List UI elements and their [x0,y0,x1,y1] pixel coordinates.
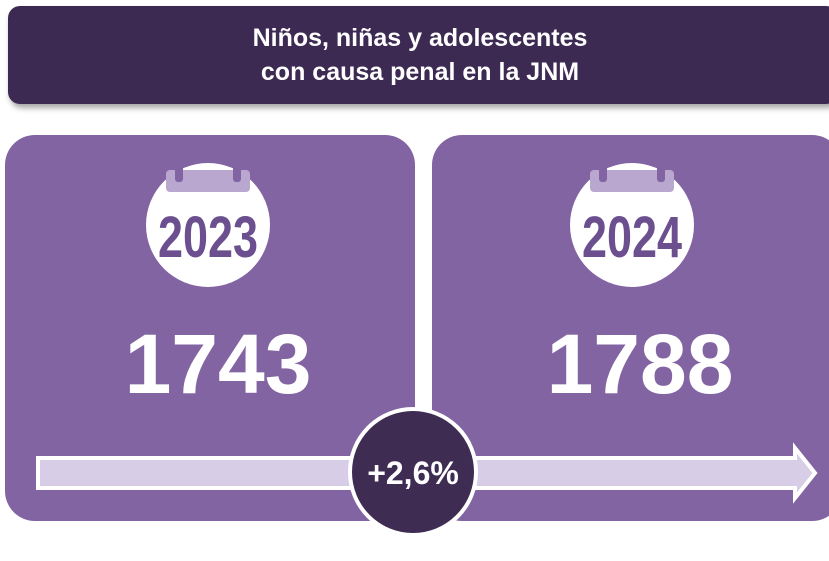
header-title: con causa penal en la JNM [261,58,579,86]
change-label: +2,6% [367,455,459,491]
calendar-icon: 2024 [570,160,694,287]
header-box [8,6,829,104]
calendar-icon: 2023 [146,160,270,287]
card [5,135,415,521]
value: 1743 [125,317,312,411]
year-label: 2023 [158,205,258,270]
value: 1788 [547,317,734,411]
year-label: 2024 [582,205,682,270]
card [432,135,829,521]
header-title: Niños, niñas y adolescentes [253,24,588,52]
change-badge [348,407,478,537]
